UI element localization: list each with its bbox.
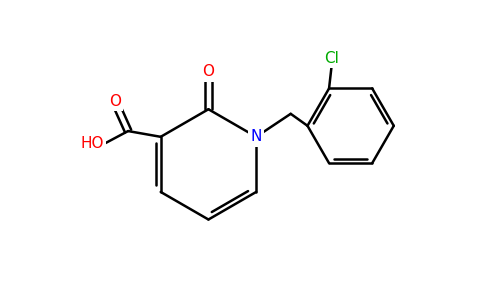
Text: HO: HO bbox=[80, 136, 104, 151]
Text: O: O bbox=[202, 64, 214, 80]
Text: N: N bbox=[251, 129, 262, 144]
Text: O: O bbox=[109, 94, 121, 109]
Text: Cl: Cl bbox=[324, 51, 339, 66]
